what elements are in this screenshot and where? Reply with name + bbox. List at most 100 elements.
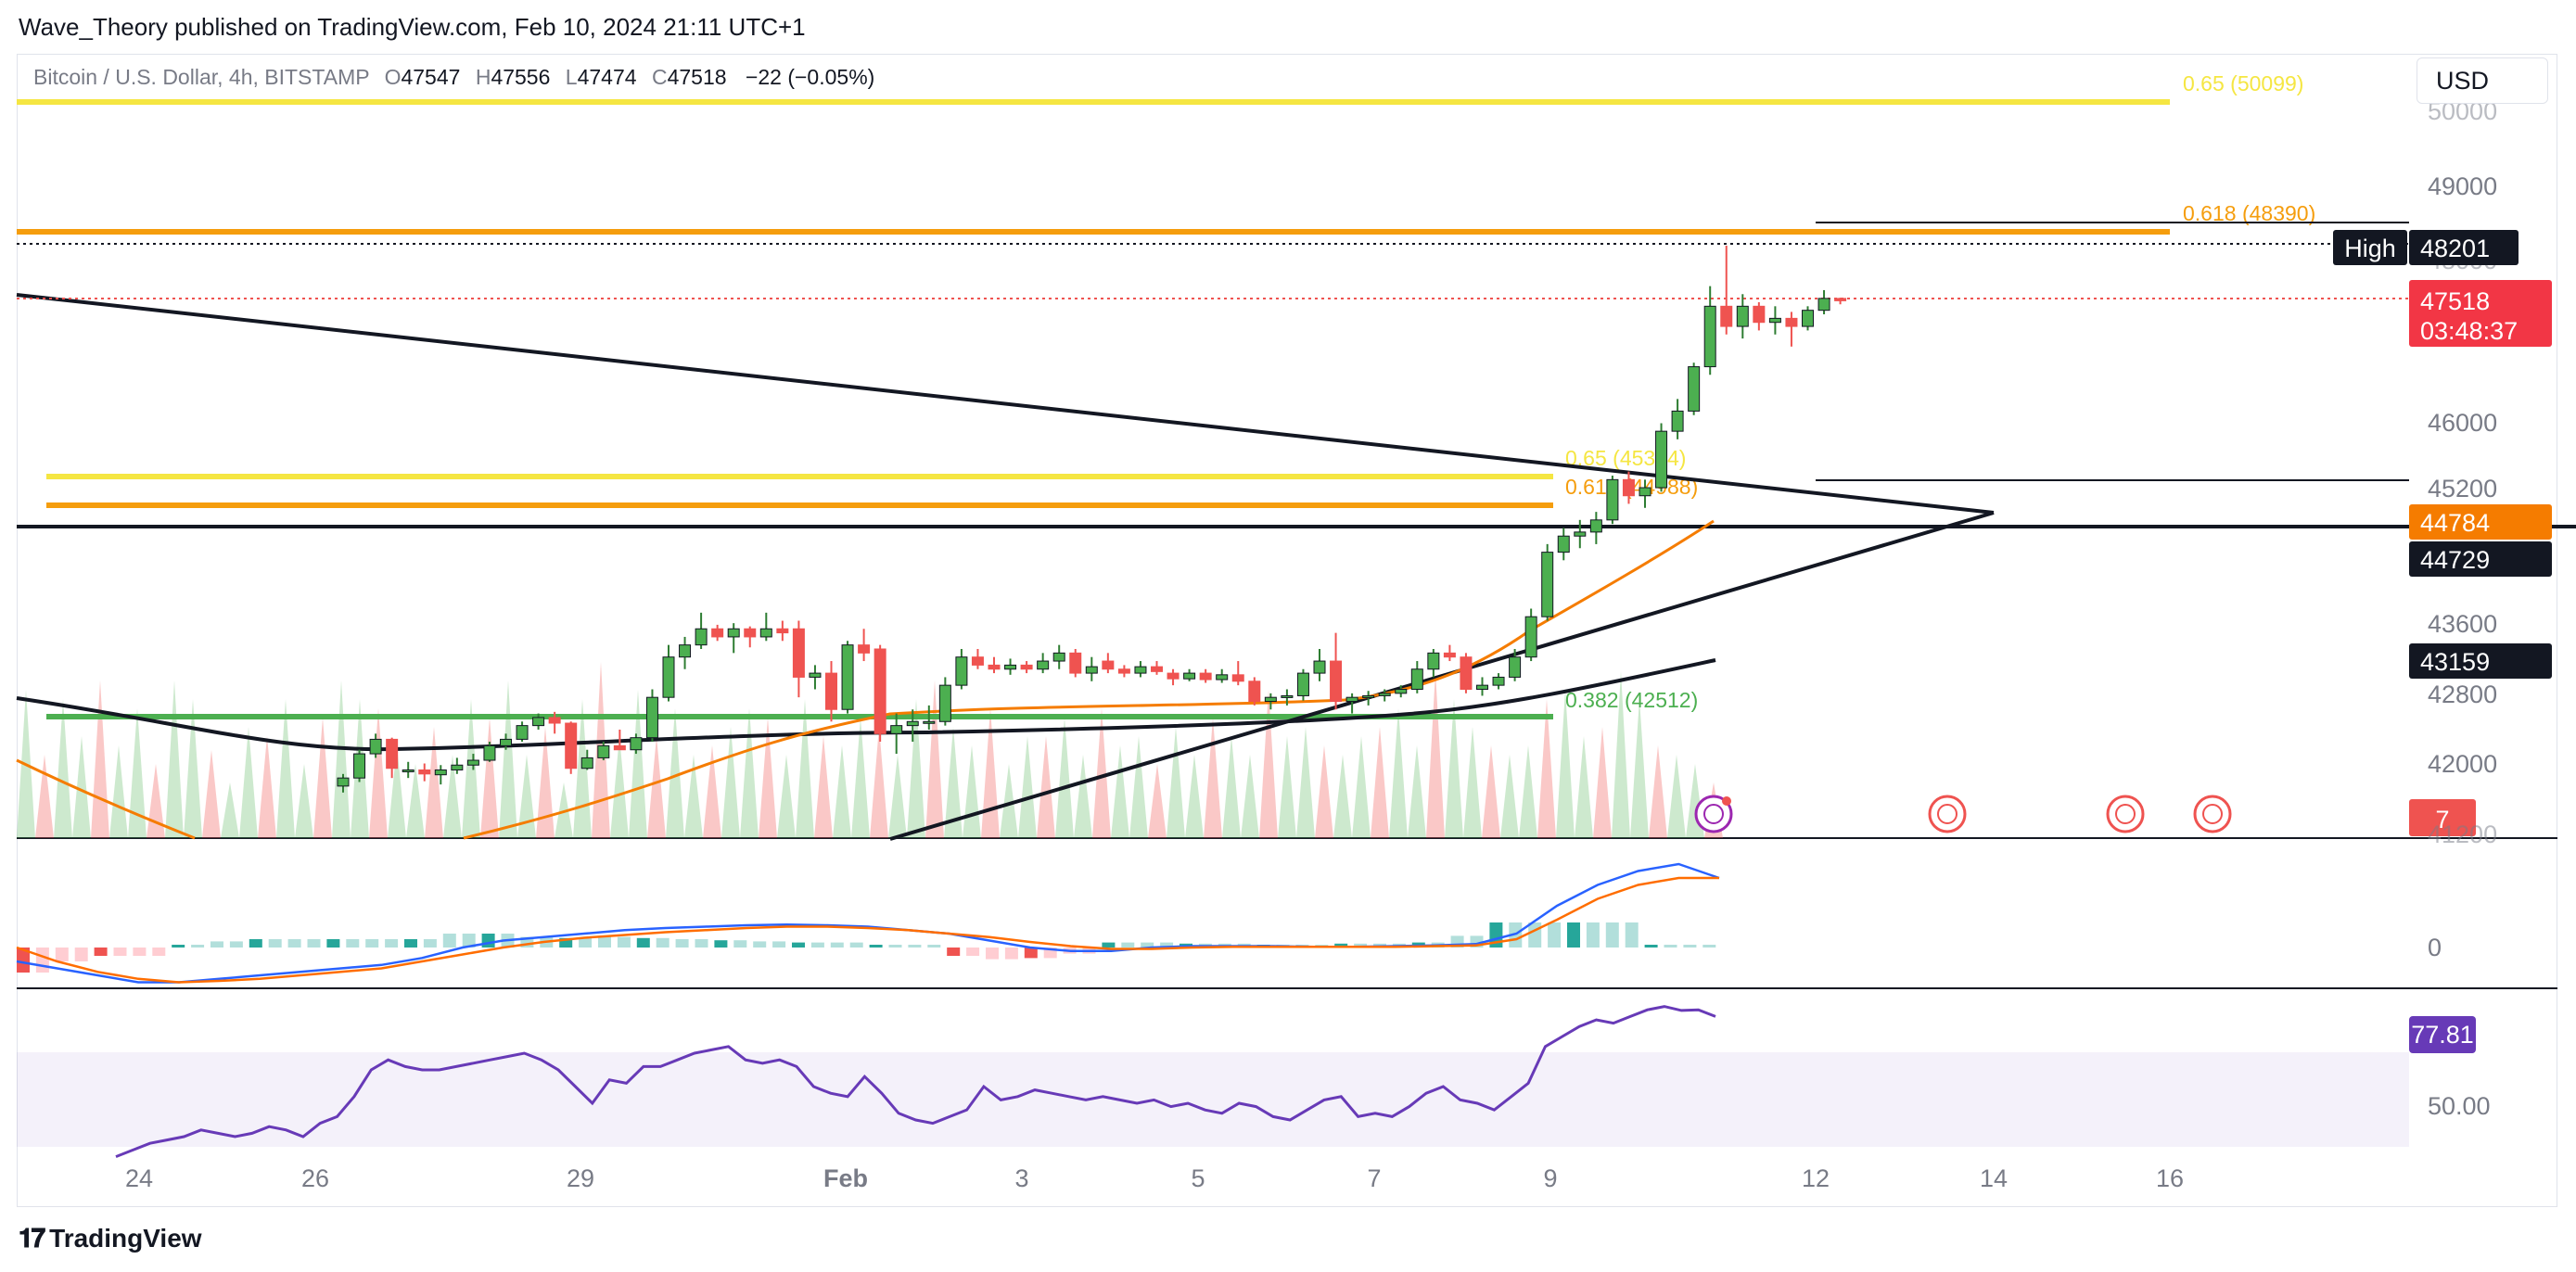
- fib-level-label: 0.618 (48390): [2183, 201, 2315, 225]
- price-axis-tick: 49000: [2428, 172, 2497, 200]
- volume-bar: [1167, 727, 1185, 838]
- volume-bar: [1074, 755, 1092, 838]
- time-axis-tick: Feb: [823, 1164, 868, 1192]
- volume-bar: [184, 699, 202, 838]
- legend-open: 47547: [401, 65, 461, 89]
- macd-histogram-bar: [869, 945, 883, 948]
- volume-bar: [610, 736, 629, 838]
- us-flag-event-icon: [2193, 795, 2232, 833]
- time-axis-tick: 9: [1543, 1164, 1557, 1192]
- macd-line: [16, 862, 1720, 984]
- macd-histogram-bar: [385, 939, 399, 948]
- candle-body: [890, 725, 903, 734]
- macd-histogram-bar: [1334, 943, 1348, 948]
- tradingview-logo[interactable]: 𝟏𝟕 TradingView: [19, 1224, 202, 1254]
- macd-histogram-bar: [986, 948, 999, 960]
- macd-histogram-bar: [404, 939, 417, 948]
- candle-body: [1037, 660, 1050, 670]
- macd-histogram-bar: [1664, 945, 1677, 948]
- rsi-line: [115, 1005, 1716, 1158]
- candle-body: [1151, 666, 1163, 672]
- fib-level-label: 0.65 (50099): [2183, 71, 2303, 95]
- macd-histogram-bar: [1141, 942, 1154, 948]
- volume-bar: [332, 681, 351, 838]
- us-flag-event-icon-inner: [2115, 804, 2136, 824]
- high-label-bg: [2333, 230, 2407, 265]
- candle-body: [1541, 552, 1554, 617]
- volume-bar: [666, 708, 684, 838]
- macd-histogram-bar: [520, 936, 534, 948]
- volume-bar: [647, 736, 666, 838]
- time-axis-tick: 7: [1367, 1164, 1381, 1192]
- volume-bar: [239, 727, 258, 838]
- macd-histogram-bar: [133, 948, 147, 956]
- macd-histogram-bar: [1625, 922, 1639, 948]
- candle-body: [1264, 696, 1277, 703]
- volume-bar: [1426, 671, 1445, 838]
- macd-histogram-bar: [287, 939, 301, 948]
- volume-bar: [480, 718, 499, 838]
- volume-bar: [814, 736, 833, 838]
- macd-histogram-bar: [810, 942, 824, 948]
- volume-bar: [721, 727, 740, 838]
- volume-bar: [851, 718, 870, 838]
- trend-price-bg: [2409, 643, 2552, 679]
- volume-bar: [1445, 699, 1463, 838]
- price-axis-tick: 42000: [2428, 750, 2497, 778]
- macd-histogram-bar: [1586, 922, 1600, 948]
- candle-body: [1557, 535, 1570, 553]
- candle-body: [630, 737, 643, 751]
- volume-bar: [1055, 718, 1074, 838]
- macd-histogram-bar: [1702, 945, 1716, 948]
- volume-bar: [870, 727, 888, 838]
- panel-separators: [17, 837, 2557, 989]
- bolt-event-icon-inner: [1703, 804, 1724, 824]
- currency-button[interactable]: USD: [2417, 57, 2548, 104]
- chart-frame: [17, 54, 2557, 1207]
- time-axis-tick: 24: [125, 1164, 153, 1192]
- trend-price: 43159: [2420, 648, 2490, 676]
- candle-body: [662, 656, 675, 698]
- time-axis-tick: 12: [1802, 1164, 1830, 1192]
- legend-open-key: O: [384, 65, 402, 89]
- candle-body: [1703, 305, 1716, 368]
- candle-body: [1768, 317, 1781, 324]
- candle-body: [516, 725, 529, 740]
- volume-badge-label: 7: [2435, 806, 2449, 833]
- volume-bar: [1296, 727, 1315, 838]
- macd-histogram-bar: [675, 939, 689, 948]
- volume-bar: [1148, 764, 1167, 838]
- volume-bar: [1241, 755, 1259, 838]
- candle-body: [1216, 674, 1229, 681]
- candle-body: [841, 644, 854, 710]
- time-axis-tick: 14: [1980, 1164, 2008, 1192]
- event-dot: [1722, 796, 1731, 806]
- volume-bar: [202, 750, 221, 838]
- candle-body: [1834, 298, 1847, 301]
- bolt-event-icon: [1694, 795, 1733, 833]
- legend-change: −22 (−0.05%): [745, 65, 875, 89]
- candle-body: [418, 769, 431, 775]
- volume-bar: [1204, 718, 1222, 838]
- macd-histogram-bar: [191, 945, 205, 948]
- candle-body: [1085, 666, 1098, 674]
- volume-bar: [1482, 745, 1500, 838]
- volume-bar: [1556, 690, 1575, 838]
- rsi-panel: 50.00 77.81: [17, 1005, 2491, 1158]
- candle-body: [923, 720, 936, 724]
- volume-bar: [1389, 708, 1408, 838]
- volume-bar: [425, 727, 443, 838]
- footer-brand: TradingView: [49, 1224, 202, 1253]
- us-flag-event-icon-inner: [2202, 804, 2223, 824]
- macd-histogram-bar: [714, 940, 728, 948]
- candle-body: [792, 628, 805, 678]
- macd-histogram-bar: [617, 936, 631, 948]
- ascending-trendline: [889, 511, 1995, 841]
- macd-histogram-bar: [1605, 922, 1619, 948]
- macd-histogram-bar: [830, 942, 844, 948]
- volume-bar: [1537, 699, 1556, 838]
- volume-bar: [1259, 690, 1278, 838]
- macd-histogram-bar: [172, 945, 185, 948]
- volume-bar: [369, 708, 388, 838]
